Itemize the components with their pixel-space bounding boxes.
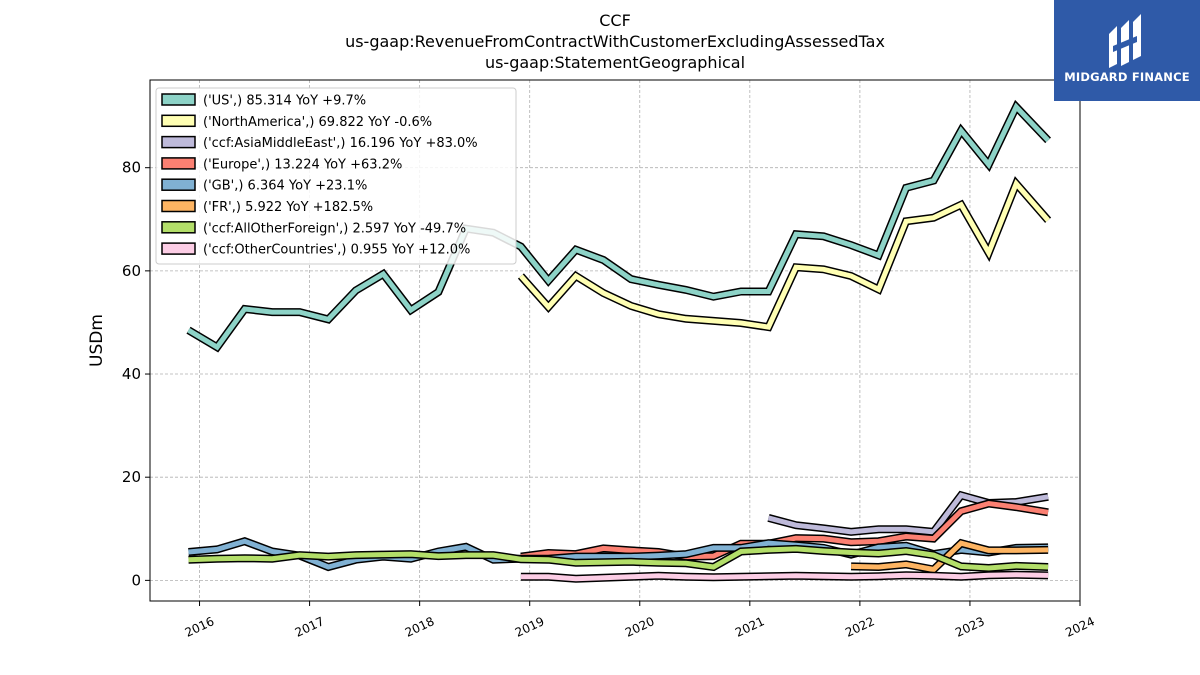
x-tick-label: 2016 (183, 614, 217, 640)
y-tick-label: 20 (122, 468, 141, 486)
chart-title-line: CCF (599, 11, 631, 30)
logo-text: MIDGARD FINANCE (1064, 70, 1190, 84)
x-tick-label: 2024 (1063, 614, 1097, 640)
series-line (187, 102, 1050, 351)
y-tick-label: 80 (122, 159, 141, 177)
legend-label: ('NorthAmerica',) 69.822 YoY -0.6% (203, 115, 432, 130)
legend-label: ('Europe',) 13.224 YoY +63.2% (203, 157, 402, 172)
series-line (188, 538, 1049, 570)
x-tick-label: 2022 (843, 614, 877, 640)
legend-swatch (161, 93, 196, 106)
plot-frame (149, 79, 1081, 602)
series-lines (186, 99, 1052, 583)
legend-label: ('GB',) 6.364 YoY +23.1% (203, 179, 367, 194)
legend-box (155, 87, 517, 265)
y-tick-label: 40 (122, 365, 141, 383)
x-tick-label: 2023 (953, 614, 987, 640)
legend-label: ('US',) 85.314 YoY +9.7% (203, 94, 366, 109)
y-tick-label: 0 (131, 571, 141, 589)
chart-title: CCF us-gaap:RevenueFromContractWithCusto… (150, 10, 1080, 73)
legend-swatch (161, 157, 196, 170)
midgard-finance-logo: MIDGARD FINANCE (1054, 0, 1200, 101)
legend: ('US',) 85.314 YoY +9.7% ('NorthAmerica',… (155, 87, 517, 265)
legend-swatch (161, 178, 196, 191)
series-line (520, 572, 1049, 582)
x-tick-label: 2018 (403, 614, 437, 640)
x-tick-label: 2021 (733, 614, 767, 640)
legend-swatch (161, 199, 196, 213)
x-tick-label: 2020 (623, 614, 657, 640)
x-tick-label: 2019 (513, 614, 547, 640)
legend-swatch (161, 135, 196, 149)
chart-title-line: us-gaap:RevenueFromContractWithCustomerE… (345, 32, 885, 51)
chart-title-line: us-gaap:StatementGeographical (484, 53, 746, 72)
series-line (851, 540, 1049, 573)
legend-label: ('ccf:AsiaMiddleEast',) 16.196 YoY +83.0… (203, 136, 478, 151)
x-tick-label: 2017 (293, 614, 327, 640)
legend-swatch (161, 242, 196, 255)
y-axis-label: USDm (87, 314, 107, 367)
y-tick-label: 60 (122, 262, 141, 280)
legend-swatch (161, 221, 196, 234)
legend-label: ('FR',) 5.922 YoY +182.5% (203, 200, 373, 215)
legend-label: ('ccf:OtherCountries',) 0.955 YoY +12.0% (203, 243, 470, 258)
series-line (519, 178, 1050, 330)
series-line (188, 546, 1049, 571)
legend-swatch (161, 114, 196, 128)
logo-mark-icon (1109, 14, 1141, 68)
legend-label: ('ccf:AllOtherForeign',) 2.597 YoY -49.7… (203, 221, 466, 236)
